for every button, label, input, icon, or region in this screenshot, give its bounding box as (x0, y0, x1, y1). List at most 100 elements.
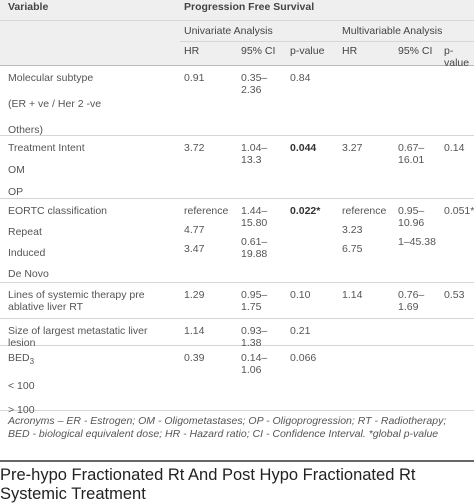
cell-value: 0.051* (444, 205, 474, 217)
label-text: EORTC classification (8, 205, 108, 217)
label-text: Repeat (8, 226, 42, 238)
value-cell: 0.53 (444, 289, 474, 305)
value-cell: 0.051* (444, 205, 474, 224)
value-cell: 0.67–16.01 (398, 142, 440, 174)
label-text: Treatment Intent (8, 142, 85, 154)
label-line: (ER + ve / Her 2 -ve (8, 98, 176, 110)
label-line: De Novo (8, 268, 176, 280)
label-text: (ER + ve / Her 2 -ve (8, 98, 102, 110)
value-cell: 0.35–2.36 (241, 72, 285, 108)
cell-value: 3.23 (342, 224, 363, 236)
row-label: Lines of systemic therapy pre ablative l… (8, 289, 176, 313)
column-header: p-value (290, 45, 325, 57)
value-cell: 0.10 (290, 289, 330, 305)
value-cell: 0.044 (290, 142, 330, 162)
label-line: Others) (8, 124, 176, 136)
value-cell: 0.84 (290, 72, 330, 96)
column-header: 95% CI (398, 45, 433, 57)
value-cell: 0.14–1.06 (241, 352, 285, 386)
label-text: Size of largest metastatic liver lesion (8, 325, 148, 349)
value-cell: 1.44–15.80 0.61–19.88 (241, 205, 285, 267)
cell-value: 1.29 (184, 289, 205, 301)
table-row: Size of largest metastatic liver lesion 1… (0, 319, 474, 349)
label-line: Treatment Intent (8, 142, 176, 154)
cell-value: 0.93–1.38 (241, 325, 268, 349)
cell-value: 1.14 (184, 325, 205, 337)
value-cell: 3.27 (342, 142, 392, 162)
label-line: OP (8, 186, 176, 198)
value-cell: 0.022* (290, 205, 330, 224)
table-row: Molecular subtype (ER + ve / Her 2 -ve Oth… (0, 66, 474, 136)
cell-value: 3.47 (184, 243, 205, 255)
cell-value: 0.21 (290, 325, 311, 337)
rule (180, 41, 474, 42)
rule (0, 20, 474, 21)
cell-value: 1.04–13.3 (241, 142, 268, 166)
label-line: EORTC classification (8, 205, 176, 217)
value-cell: 0.91 (184, 72, 234, 96)
cell-value: 1–45.38 (398, 236, 436, 248)
column-header: HR (184, 45, 200, 57)
cell-value: reference (342, 205, 387, 217)
cell-value: 1.44–15.80 (241, 205, 268, 229)
value-cell: 3.72 (184, 142, 234, 162)
label-line: Lines of systemic therapy pre ablative l… (8, 289, 176, 313)
table-row: Treatment Intent OM OP 3.72 1.04–13.3 0.044 3.… (0, 136, 474, 199)
section-heading: Pre-hypo Fractionated Rt And Post Hypo F… (0, 460, 474, 504)
cell-value: 0.066 (290, 352, 317, 364)
label-text: BED (8, 352, 30, 364)
row-label: Treatment Intent OM OP (8, 142, 176, 208)
value-cell: 0.14 (444, 142, 474, 162)
cell-value: 0.67–16.01 (398, 142, 425, 166)
label-text: Induced (8, 247, 46, 259)
label-text: > 100 (8, 404, 35, 417)
label-line: Repeat (8, 226, 176, 238)
value-cell: reference 4.77 3.47 (184, 205, 234, 262)
value-cell: 1.14 (184, 325, 234, 341)
cell-value: 0.61–19.88 (241, 236, 268, 260)
cell-value: 0.76–1.69 (398, 289, 425, 313)
cell-value: 0.14–1.06 (241, 352, 268, 376)
cell-value: 1.14 (342, 289, 363, 301)
cell-value: 4.77 (184, 224, 205, 236)
cell-value: 3.27 (342, 142, 363, 154)
label-text: OM (8, 164, 25, 176)
label-text: De Novo (8, 268, 49, 280)
cell-value: reference (184, 205, 229, 217)
cell-value: 6.75 (342, 243, 363, 255)
column-header: HR (342, 45, 358, 57)
label-line: Molecular subtype (8, 72, 176, 84)
value-cell: 0.76–1.69 (398, 289, 440, 317)
cell-value: 0.39 (184, 352, 205, 364)
row-label: BED3 < 100 > 100 (8, 352, 176, 428)
table-header (0, 0, 474, 65)
cell-value: 0.91 (184, 72, 205, 84)
column-header: p-value (444, 45, 470, 69)
label-line: > 100 (8, 404, 176, 416)
value-cell: 0.95–1.75 (241, 289, 285, 317)
univariate-header: Univariate Analysis (184, 25, 273, 37)
label-subscript: 3 (29, 357, 35, 367)
multivariable-header: Multivariable Analysis (342, 25, 443, 37)
label-text: Others) (8, 124, 44, 136)
label-line: BED3 (8, 352, 176, 368)
cell-value: 0.10 (290, 289, 311, 301)
label-text: < 100 (8, 380, 35, 393)
variable-header: Variable (8, 1, 49, 13)
row-label: EORTC classification Repeat Induced De Novo (8, 205, 176, 289)
value-cell: 1.29 (184, 289, 234, 305)
value-cell: 1.04–13.3 (241, 142, 285, 174)
value-cell: 1.14 (342, 289, 392, 305)
cell-value: 0.84 (290, 72, 311, 84)
table-row: Lines of systemic therapy pre ablative l… (0, 283, 474, 319)
footnote: Acronyms – ER - Estrogen; OM - Oligometa… (8, 415, 447, 440)
row-label: Size of largest metastatic liver lesion (8, 325, 176, 349)
value-cell: 0.21 (290, 325, 330, 341)
label-line: < 100 (8, 380, 176, 392)
cell-value: 0.95–10.96 (398, 205, 425, 229)
value-cell: 0.93–1.38 (241, 325, 285, 353)
column-header: 95% CI (241, 45, 276, 57)
label-text: Lines of systemic therapy pre ablative l… (8, 289, 145, 313)
cell-value: 0.53 (444, 289, 465, 301)
